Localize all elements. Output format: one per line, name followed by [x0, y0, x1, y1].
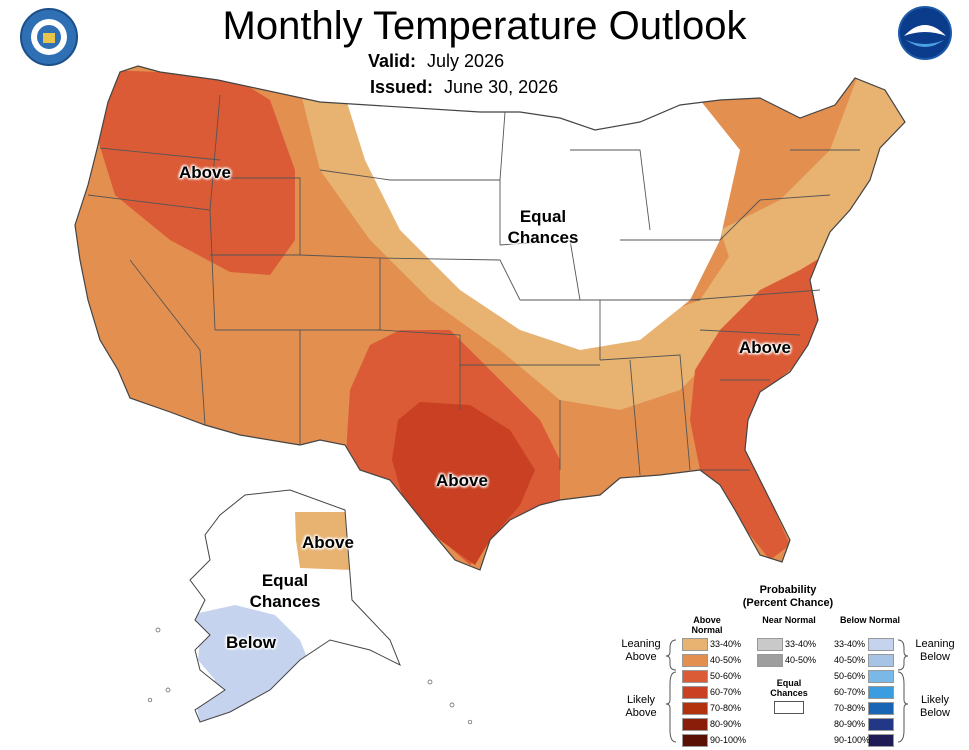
legend-below-swatch: [868, 638, 894, 651]
legend-below-range-label: 33-40%: [834, 639, 866, 649]
legend-above-range-label: 60-70%: [710, 687, 742, 697]
dept-of-commerce-seal-icon: [20, 8, 78, 66]
label-texas-above: Above: [436, 471, 488, 490]
legend-above-swatch: [682, 718, 708, 731]
southeast-50-60-zone: [690, 258, 830, 560]
legend-leaning-above: Leaning Above: [621, 638, 661, 663]
aleutian-islands: [147, 627, 473, 725]
legend-above-swatch: [682, 702, 708, 715]
legend-above-range-label: 80-90%: [710, 719, 742, 729]
legend-below-swatch: [868, 734, 894, 747]
label-equal-chances-center: Equal Chances: [507, 207, 579, 247]
label-alaska-below: Below: [225, 633, 277, 652]
legend-above-range-label: 90-100%: [710, 735, 747, 745]
valid-value: July 2026: [427, 51, 505, 71]
legend-leaning-below: Leaning Below: [915, 638, 955, 663]
legend-below-range-label: 70-80%: [834, 703, 866, 713]
noaa-logo-icon: [898, 6, 952, 60]
legend-equal-chances-swatch: [774, 701, 804, 714]
legend-near-range-label: 40-50%: [785, 655, 817, 665]
legend-below-swatch: [868, 702, 894, 715]
legend-below-range-label: 90-100%: [834, 735, 871, 745]
legend-above-swatch: [682, 670, 708, 683]
legend-above-swatch: [682, 734, 708, 747]
issued-value: June 30, 2026: [444, 77, 559, 97]
legend-below-swatch: [868, 718, 894, 731]
issued-line: Issued: June 30, 2026: [370, 76, 558, 98]
legend-below-range-label: 80-90%: [834, 719, 866, 729]
legend-above-swatch: [682, 686, 708, 699]
texas-60-70-zone: [392, 402, 535, 565]
legend-below-swatch: [868, 670, 894, 683]
legend-above-range-label: 33-40%: [710, 639, 742, 649]
legend-near-swatch: [757, 654, 783, 667]
label-southeast-above: Above: [739, 338, 791, 357]
legend-above-swatch: [682, 638, 708, 651]
equal-chances-zone: [340, 80, 740, 350]
alaska-outline: [189, 489, 401, 723]
label-alaska-above: Above: [302, 533, 354, 552]
alaska-above-zone: [295, 512, 352, 570]
legend-near-range-label: 33-40%: [785, 639, 817, 649]
issued-label: Issued:: [370, 77, 434, 97]
legend-equal-chances: Equal Chances: [770, 678, 808, 698]
legend-likely-above: Likely Above: [625, 694, 657, 719]
legend-above-header: Above Normal: [691, 615, 723, 635]
legend-above-range-label: 40-50%: [710, 655, 742, 665]
state-borders: [87, 94, 860, 476]
legend-title: Probability (Percent Chance): [742, 584, 834, 609]
legend-below-range-label: 60-70%: [834, 687, 866, 697]
valid-line: Valid: July 2026: [368, 50, 504, 72]
legend-above-range-label: 70-80%: [710, 703, 742, 713]
northwest-50-60-zone: [98, 70, 295, 275]
legend-near-header: Near Normal: [762, 615, 816, 625]
legend-below-range-label: 50-60%: [834, 671, 866, 681]
page-title: Monthly Temperature Outlook: [222, 4, 747, 48]
legend-below-range-label: 40-50%: [834, 655, 866, 665]
legend-above-range-label: 50-60%: [710, 671, 742, 681]
conus-outline: [74, 65, 906, 571]
legend-below-swatch: [868, 654, 894, 667]
legend-above-swatch: [682, 654, 708, 667]
label-alaska-equal-chances: Equal Chances: [249, 571, 321, 611]
legend-near-swatch: [757, 638, 783, 651]
label-northwest-above: Above: [179, 163, 231, 182]
legend-below-swatch: [868, 686, 894, 699]
legend-likely-below: Likely Below: [920, 694, 950, 719]
legend-below-header: Below Normal: [840, 615, 901, 625]
valid-label: Valid:: [368, 51, 417, 71]
